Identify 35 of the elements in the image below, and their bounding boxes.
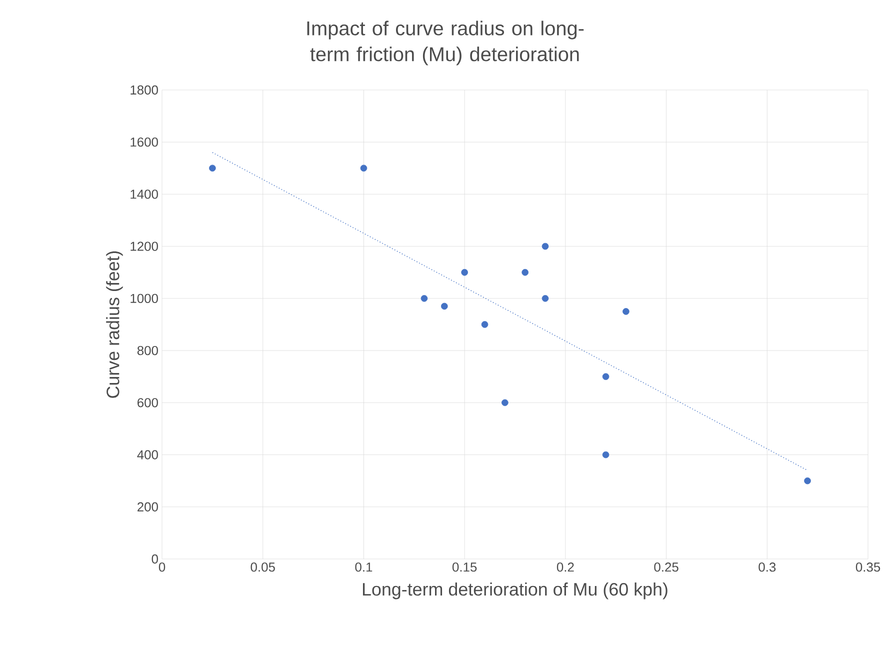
point (481, 321, 488, 328)
point (209, 164, 216, 172)
point (602, 373, 610, 380)
point (441, 302, 448, 310)
y-tick-label: 1400 (130, 190, 158, 199)
y-tick-label: 800 (137, 346, 158, 356)
x-tick-label: 0.15 (452, 562, 477, 572)
x-tick-label: 0.1 (355, 562, 372, 572)
point (622, 308, 630, 315)
x-axis-title: Long-term deterioration of Mu (60 kph) (362, 582, 668, 600)
x-tick-label: 0.35 (856, 562, 880, 572)
y-axis-title: Curve radius (feet) (106, 251, 123, 398)
point (602, 451, 610, 458)
y-tick-label: 1600 (130, 138, 158, 147)
x-tick-label: 0 (158, 562, 166, 572)
point (522, 268, 528, 276)
point (542, 295, 549, 302)
point (804, 477, 811, 484)
y-tick-label: 1800 (130, 85, 158, 95)
y-tick-label: 0 (152, 554, 158, 564)
y-tick-label: 1000 (130, 294, 158, 304)
x-tick-label: 0.3 (758, 562, 776, 572)
x-tick-label: 0.2 (556, 562, 574, 572)
chart-title: Impact of curve radius on long-term friction (Mu) deterioration (307, 20, 584, 66)
y-tick-label: 600 (138, 398, 158, 408)
x-tick-label: 0.25 (654, 562, 678, 572)
y-tick-label: 1200 (130, 242, 158, 251)
point (461, 268, 468, 276)
y-tick-label: 200 (138, 502, 158, 512)
point (420, 295, 428, 302)
y-tick-label: 400 (137, 450, 158, 460)
point (542, 242, 549, 250)
point (360, 164, 368, 172)
x-tick-label: 0.05 (250, 562, 275, 572)
point (502, 399, 508, 406)
